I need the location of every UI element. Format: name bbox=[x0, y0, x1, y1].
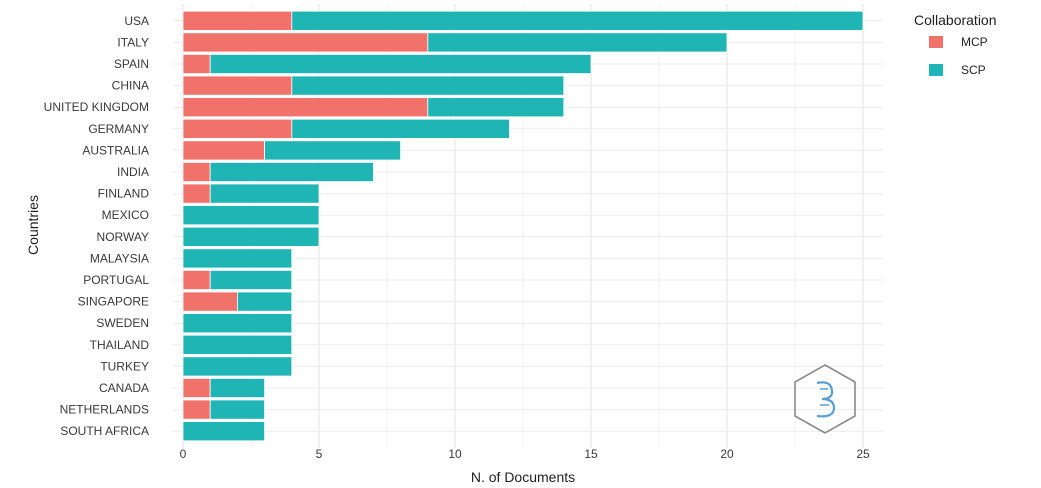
bar-scp-turkey bbox=[182, 356, 293, 377]
y-tick-label-south-africa: SOUTH AFRICA bbox=[60, 424, 149, 438]
bar-scp-mexico bbox=[182, 205, 320, 226]
bar-mcp-china bbox=[182, 75, 293, 96]
x-tick-label: 25 bbox=[856, 447, 870, 461]
y-tick-label-mexico: MEXICO bbox=[102, 208, 149, 222]
bar-mcp-usa bbox=[182, 10, 293, 31]
y-tick-label-turkey: TURKEY bbox=[100, 359, 149, 373]
bar-scp-usa bbox=[291, 10, 864, 31]
y-tick-label-portugal: PORTUGAL bbox=[83, 273, 149, 287]
bar-scp-netherlands bbox=[209, 399, 265, 420]
y-tick-label-singapore: SINGAPORE bbox=[78, 295, 149, 309]
bar-scp-malaysia bbox=[182, 248, 293, 269]
bar-scp-italy bbox=[427, 32, 728, 53]
bar-scp-finland bbox=[209, 183, 320, 204]
y-tick-label-china: CHINA bbox=[112, 79, 149, 93]
bar-mcp-portugal bbox=[182, 269, 211, 290]
bar-mcp-finland bbox=[182, 183, 211, 204]
bar-scp-spain bbox=[209, 54, 592, 75]
bar-scp-india bbox=[209, 161, 374, 182]
bar-scp-norway bbox=[182, 226, 320, 247]
bar-scp-china bbox=[291, 75, 565, 96]
y-axis-title: Countries bbox=[25, 195, 41, 255]
legend-label-mcp: MCP bbox=[961, 35, 988, 49]
y-tick-label-usa: USA bbox=[124, 14, 149, 28]
legend-items: MCP SCP bbox=[929, 35, 988, 77]
y-tick-label-thailand: THAILAND bbox=[90, 338, 150, 352]
x-tick-label: 10 bbox=[448, 447, 462, 461]
x-axis-title: N. of Documents bbox=[471, 469, 575, 485]
bar-mcp-germany bbox=[182, 118, 293, 139]
y-tick-label-norway: NORWAY bbox=[97, 230, 149, 244]
bar-mcp-united-kingdom bbox=[182, 97, 429, 118]
bar-mcp-singapore bbox=[182, 291, 238, 312]
bar-mcp-netherlands bbox=[182, 399, 211, 420]
bars-layer bbox=[182, 10, 864, 442]
bar-scp-germany bbox=[291, 118, 510, 139]
legend-title: Collaboration bbox=[914, 12, 997, 28]
y-tick-label-australia: AUSTRALIA bbox=[82, 143, 149, 157]
y-tick-label-netherlands: NETHERLANDS bbox=[60, 403, 149, 417]
y-tick-label-canada: CANADA bbox=[99, 381, 149, 395]
bar-mcp-australia bbox=[182, 140, 265, 161]
x-tick-label: 5 bbox=[316, 447, 323, 461]
logo-badge bbox=[794, 364, 856, 434]
bar-scp-singapore bbox=[236, 291, 293, 312]
bar-scp-australia bbox=[264, 140, 402, 161]
y-tick-label-sweden: SWEDEN bbox=[96, 316, 149, 330]
y-tick-label-italy: ITALY bbox=[117, 35, 149, 49]
bar-mcp-india bbox=[182, 161, 211, 182]
legend-swatch-scp bbox=[929, 64, 943, 76]
legend-swatch-mcp bbox=[929, 36, 943, 48]
bar-scp-south-africa bbox=[182, 421, 265, 442]
y-tick-label-spain: SPAIN bbox=[114, 57, 149, 71]
bar-mcp-canada bbox=[182, 377, 211, 398]
y-tick-label-united-kingdom: UNITED KINGDOM bbox=[44, 100, 149, 114]
y-tick-label-india: INDIA bbox=[117, 165, 149, 179]
bar-scp-portugal bbox=[209, 269, 293, 290]
y-tick-label-finland: FINLAND bbox=[98, 187, 150, 201]
bar-scp-sweden bbox=[182, 313, 293, 334]
bar-mcp-spain bbox=[182, 54, 211, 75]
bar-scp-canada bbox=[209, 377, 265, 398]
y-tick-labels: USA ITALY SPAIN CHINA UNITED KINGDOM GERMANY A… bbox=[44, 14, 150, 438]
y-tick-label-germany: GERMANY bbox=[88, 122, 149, 136]
x-tick-label: 20 bbox=[720, 447, 734, 461]
legend: Collaboration MCP SCP bbox=[914, 12, 997, 77]
bar-scp-united-kingdom bbox=[427, 97, 565, 118]
x-tick-labels: 0 5 10 15 20 25 bbox=[180, 447, 870, 461]
bar-scp-thailand bbox=[182, 334, 293, 355]
x-tick-label: 0 bbox=[180, 447, 187, 461]
legend-label-scp: SCP bbox=[961, 63, 986, 77]
bar-mcp-italy bbox=[182, 32, 429, 53]
y-tick-label-malaysia: MALAYSIA bbox=[90, 251, 149, 265]
x-tick-label: 15 bbox=[584, 447, 598, 461]
